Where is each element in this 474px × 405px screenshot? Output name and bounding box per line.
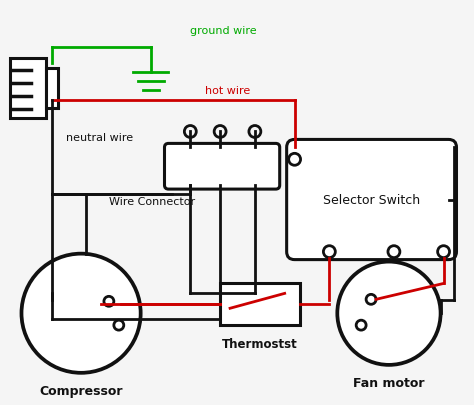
Text: Wire Connector: Wire Connector: [109, 196, 195, 207]
Circle shape: [21, 254, 141, 373]
Text: hot wire: hot wire: [205, 85, 250, 96]
Circle shape: [337, 262, 441, 365]
FancyBboxPatch shape: [220, 284, 300, 325]
Text: Selector Switch: Selector Switch: [323, 194, 420, 207]
FancyBboxPatch shape: [9, 59, 46, 118]
FancyBboxPatch shape: [287, 140, 456, 260]
Text: ground wire: ground wire: [191, 26, 257, 36]
Text: Thermostst: Thermostst: [222, 337, 298, 350]
Text: Fan motor: Fan motor: [353, 376, 425, 389]
FancyBboxPatch shape: [164, 144, 280, 190]
FancyBboxPatch shape: [46, 69, 58, 109]
Text: Compressor: Compressor: [39, 384, 123, 397]
Text: neutral wire: neutral wire: [66, 133, 133, 143]
